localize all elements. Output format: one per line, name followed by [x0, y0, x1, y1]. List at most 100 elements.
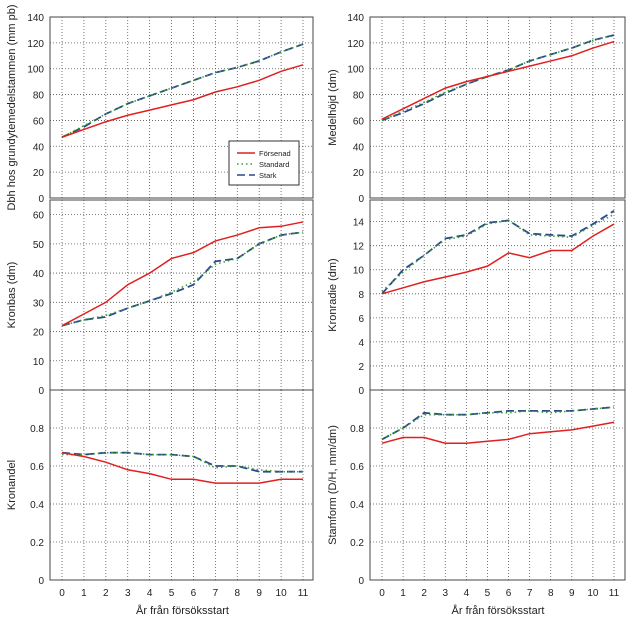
series-line-forsenad	[61, 221, 304, 327]
y-axis-label: Kronbas (dm)	[6, 262, 18, 329]
y-tick-label: 20	[33, 328, 45, 339]
x-tick-label: 0	[379, 588, 385, 599]
y-tick-label: 0.8	[350, 424, 364, 435]
y-tick-label: 40	[33, 142, 45, 153]
y-tick-label: 50	[33, 240, 45, 251]
y-tick-label: 40	[33, 269, 45, 280]
y-tick-label: 20	[353, 168, 365, 179]
series-line-standard	[381, 34, 615, 122]
axes-box	[49, 199, 314, 391]
x-tick-label: 8	[548, 588, 554, 599]
series-line-forsenad	[381, 421, 615, 444]
y-tick-label: 0.4	[30, 500, 44, 511]
x-tick-label: 3	[442, 588, 448, 599]
legend-label: Standard	[259, 160, 289, 169]
y-tick-label: 40	[353, 142, 365, 153]
y-tick-label: 0	[38, 576, 44, 587]
legend: Försenad Standard Stark	[228, 140, 300, 186]
y-tick-label: 60	[33, 116, 45, 127]
series-line-standard	[381, 213, 615, 292]
x-tick-label: 6	[506, 588, 512, 599]
y-tick-label: 120	[27, 39, 44, 50]
y-tick-label: 10	[33, 357, 45, 368]
series-line-standard	[381, 406, 615, 441]
legend-box	[228, 140, 300, 186]
panel-1: 0 20 40 60 80 100 120 140 Medelhöjd (dm)	[327, 13, 626, 205]
y-tick-label: 2	[358, 362, 364, 373]
y-tick-label: 12	[353, 242, 365, 253]
series-line-forsenad	[61, 64, 304, 138]
y-axis-label: Medelhöjd (dm)	[327, 69, 339, 145]
x-tick-label: 3	[125, 588, 131, 599]
y-tick-label: 20	[33, 168, 45, 179]
axes-box	[369, 16, 626, 199]
y-tick-label: 0	[38, 386, 44, 397]
x-tick-label: 11	[298, 588, 309, 599]
series-line-standard	[61, 231, 304, 327]
series-line-forsenad	[381, 40, 615, 120]
x-tick-label: 5	[485, 588, 491, 599]
y-axis-label: Stamform (D/H, mm/dm)	[327, 425, 339, 545]
x-axis-label: År från försöksstart	[452, 604, 545, 617]
series-line-stark	[381, 210, 615, 295]
x-tick-label: 7	[213, 588, 219, 599]
x-tick-label: 11	[609, 588, 620, 599]
y-tick-label: 60	[353, 116, 365, 127]
y-tick-label: 14	[353, 218, 365, 229]
series-line-forsenad	[381, 223, 615, 295]
y-tick-label: 140	[27, 13, 44, 24]
y-tick-label: 140	[347, 13, 364, 24]
y-tick-label: 0	[38, 194, 44, 205]
series-line-stark	[61, 43, 304, 139]
axes-box	[49, 16, 314, 199]
y-tick-label: 120	[347, 39, 364, 50]
x-tick-label: 8	[234, 588, 240, 599]
y-tick-label: 6	[358, 314, 364, 325]
y-tick-label: 60	[33, 211, 45, 222]
x-tick-label: 1	[81, 588, 87, 599]
x-tick-label: 0	[59, 588, 65, 599]
x-tick-label: 1	[400, 588, 406, 599]
x-tick-label: 9	[256, 588, 262, 599]
x-tick-label: 10	[587, 588, 599, 599]
panel-4: 0 0.2 0.4 0.6 0.8 Kronandel 0 1 2 3 4 5 6 7 8 9 10 11 År f…	[6, 389, 314, 617]
y-tick-label: 0.4	[350, 500, 364, 511]
x-tick-label: 4	[147, 588, 153, 599]
axes-box	[369, 389, 626, 581]
y-tick-label: 10	[353, 266, 365, 277]
y-tick-label: 30	[33, 298, 45, 309]
y-tick-label: 0.2	[30, 538, 44, 549]
y-tick-label: 0.6	[30, 462, 44, 473]
series-line-stark	[61, 451, 303, 473]
panel-2: 0 10 20 30 40 50 60 Kronbas (dm)	[6, 199, 314, 397]
y-tick-label: 80	[33, 91, 45, 102]
x-tick-label: 2	[421, 588, 427, 599]
y-axis-label: Dbh hos grundytemedelstammen (mm pb)	[6, 4, 18, 210]
axes-box	[49, 389, 314, 581]
panel-3: 0 2 4 6 8 10 12 14 Kronradie (dm)	[327, 199, 626, 397]
legend-label: Försenad	[259, 149, 291, 158]
x-tick-label: 10	[276, 588, 288, 599]
x-tick-label: 4	[464, 588, 470, 599]
y-tick-label: 8	[358, 290, 364, 301]
x-tick-label: 9	[569, 588, 575, 599]
series-line-stark	[381, 34, 615, 122]
series-line-stark	[381, 406, 615, 441]
series-line-forsenad	[61, 451, 303, 484]
y-tick-label: 4	[358, 338, 364, 349]
x-tick-label: 7	[527, 588, 533, 599]
y-tick-label: 80	[353, 91, 365, 102]
y-tick-label: 0	[358, 576, 364, 587]
series-line-stark	[61, 231, 304, 327]
y-tick-label: 0.8	[30, 424, 44, 435]
y-tick-label: 100	[27, 65, 44, 76]
y-tick-label: 0.2	[350, 538, 364, 549]
legend-label: Stark	[259, 171, 277, 180]
y-tick-label: 0.6	[350, 462, 364, 473]
panel-5: 0 0.2 0.4 0.6 0.8 Stamform (D/H, mm/dm) 0 1 2 3 4 5…	[327, 389, 626, 617]
x-tick-label: 2	[103, 588, 109, 599]
y-tick-label: 100	[347, 65, 364, 76]
y-axis-label: Kronradie (dm)	[327, 258, 339, 331]
